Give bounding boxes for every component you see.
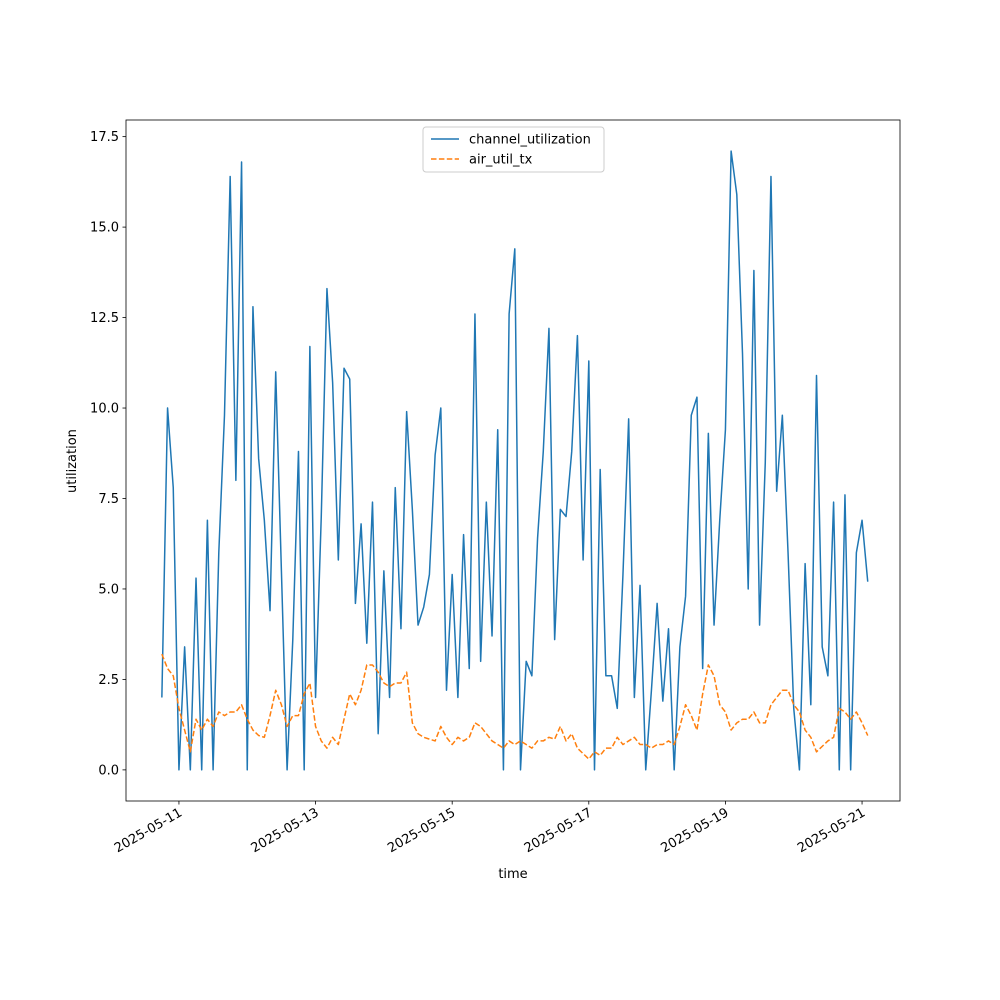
legend: channel_utilization air_util_tx (422, 126, 605, 173)
x-axis-label: time (498, 867, 527, 882)
y-tick-label: 7.5 (98, 492, 119, 507)
y-tick-label: 2.5 (98, 673, 119, 688)
y-tick-label: 10.0 (90, 402, 119, 417)
legend-label: air_util_tx (469, 153, 533, 168)
y-tick-label: 5.0 (98, 582, 119, 597)
y-axis-label: utilization (65, 429, 80, 493)
plot-frame (125, 119, 901, 802)
y-tick-label: 15.0 (90, 221, 119, 236)
series-line (161, 150, 869, 771)
legend-box (422, 126, 605, 173)
legend-label: channel_utilization (469, 133, 591, 148)
y-tick-label: 0.0 (98, 763, 119, 778)
y-tick-label: 12.5 (90, 311, 119, 326)
series-line (161, 653, 869, 760)
y-tick-label: 17.5 (90, 130, 119, 145)
